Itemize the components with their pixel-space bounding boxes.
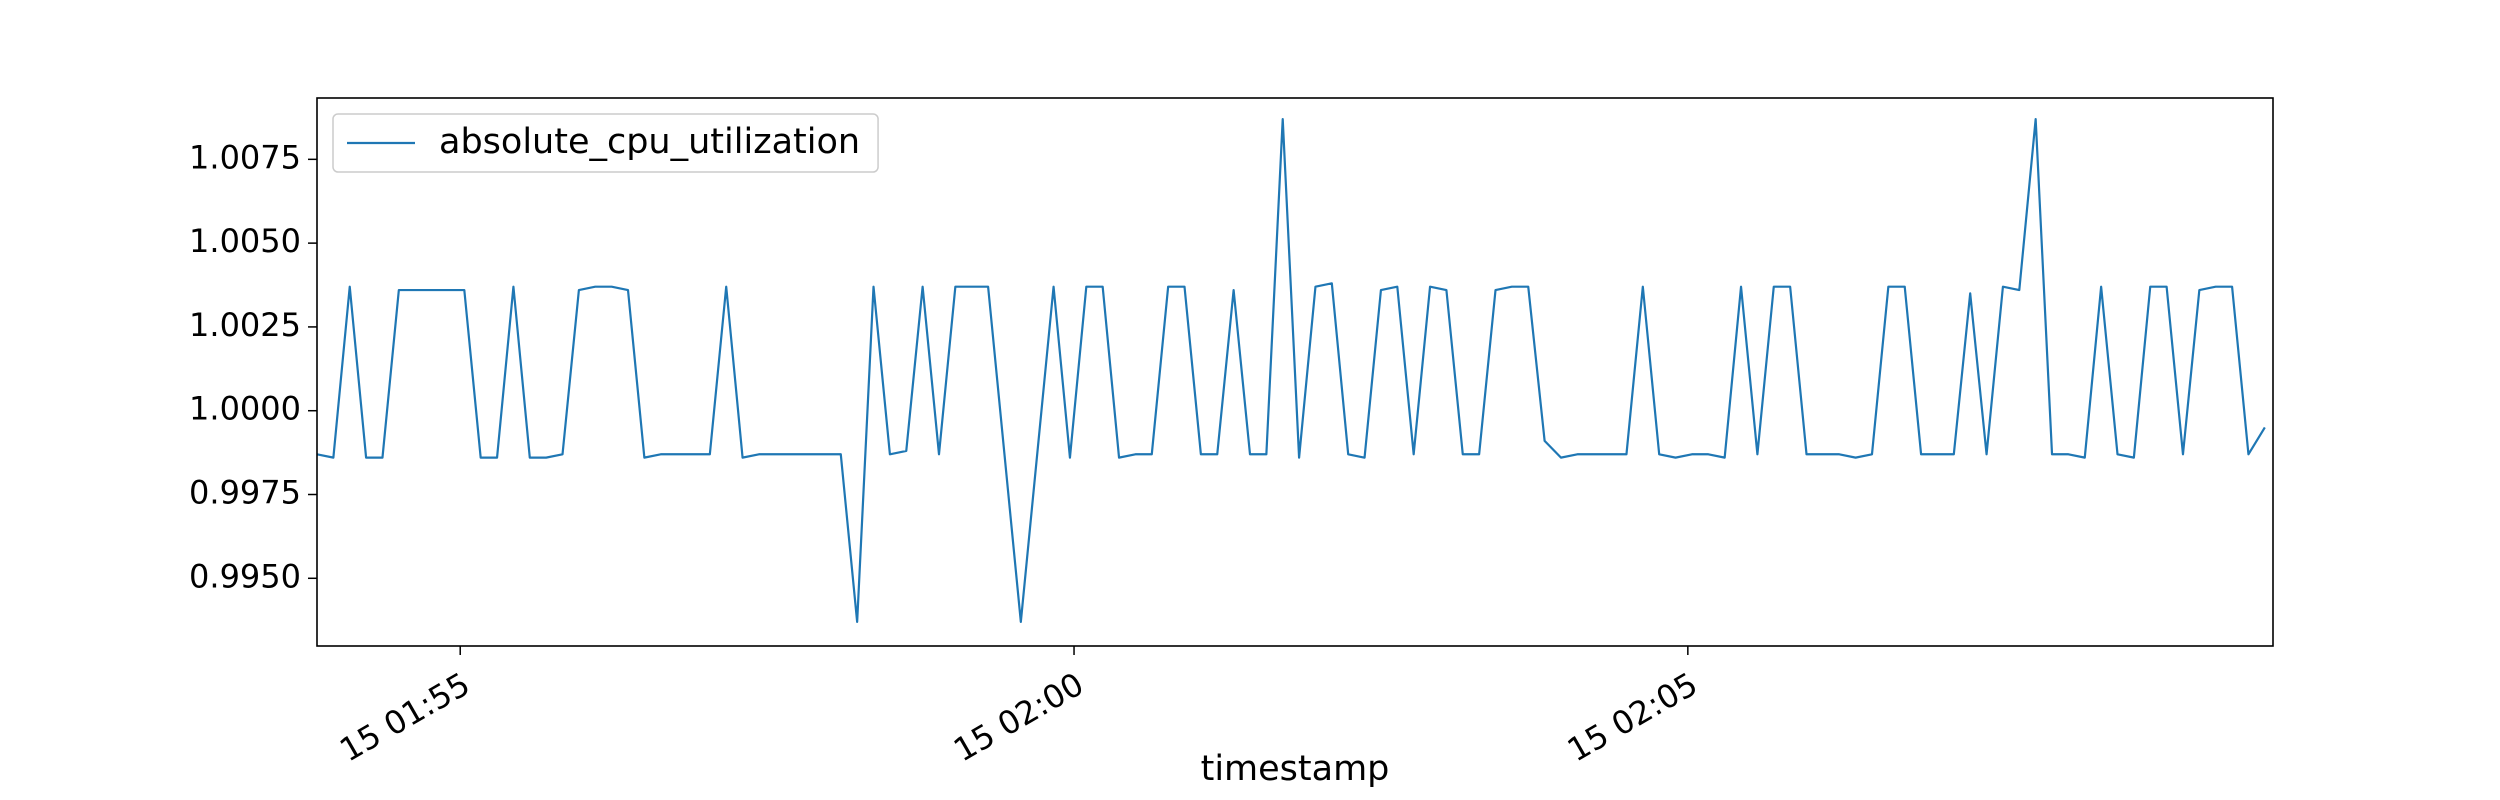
y-tick-label: 0.9950 bbox=[189, 557, 301, 595]
x-tick-label: 15 02:00 bbox=[947, 665, 1090, 769]
legend-box bbox=[332, 113, 879, 173]
y-tick-label: 0.9975 bbox=[189, 474, 301, 512]
legend-label: absolute_cpu_utilization bbox=[439, 122, 860, 162]
x-tick-label: 15 01:55 bbox=[333, 665, 476, 769]
x-axis-label: timestamp bbox=[1201, 749, 1390, 789]
y-tick-label: 1.0075 bbox=[189, 138, 301, 176]
y-tick-label: 1.0050 bbox=[189, 222, 301, 260]
y-tick-label: 1.0025 bbox=[189, 306, 301, 344]
legend: absolute_cpu_utilization bbox=[332, 113, 879, 173]
plot-frame bbox=[316, 97, 2274, 647]
y-tick-label: 1.0000 bbox=[189, 390, 301, 428]
data-line bbox=[316, 118, 2266, 623]
x-tick-label: 15 02:05 bbox=[1561, 665, 1704, 769]
